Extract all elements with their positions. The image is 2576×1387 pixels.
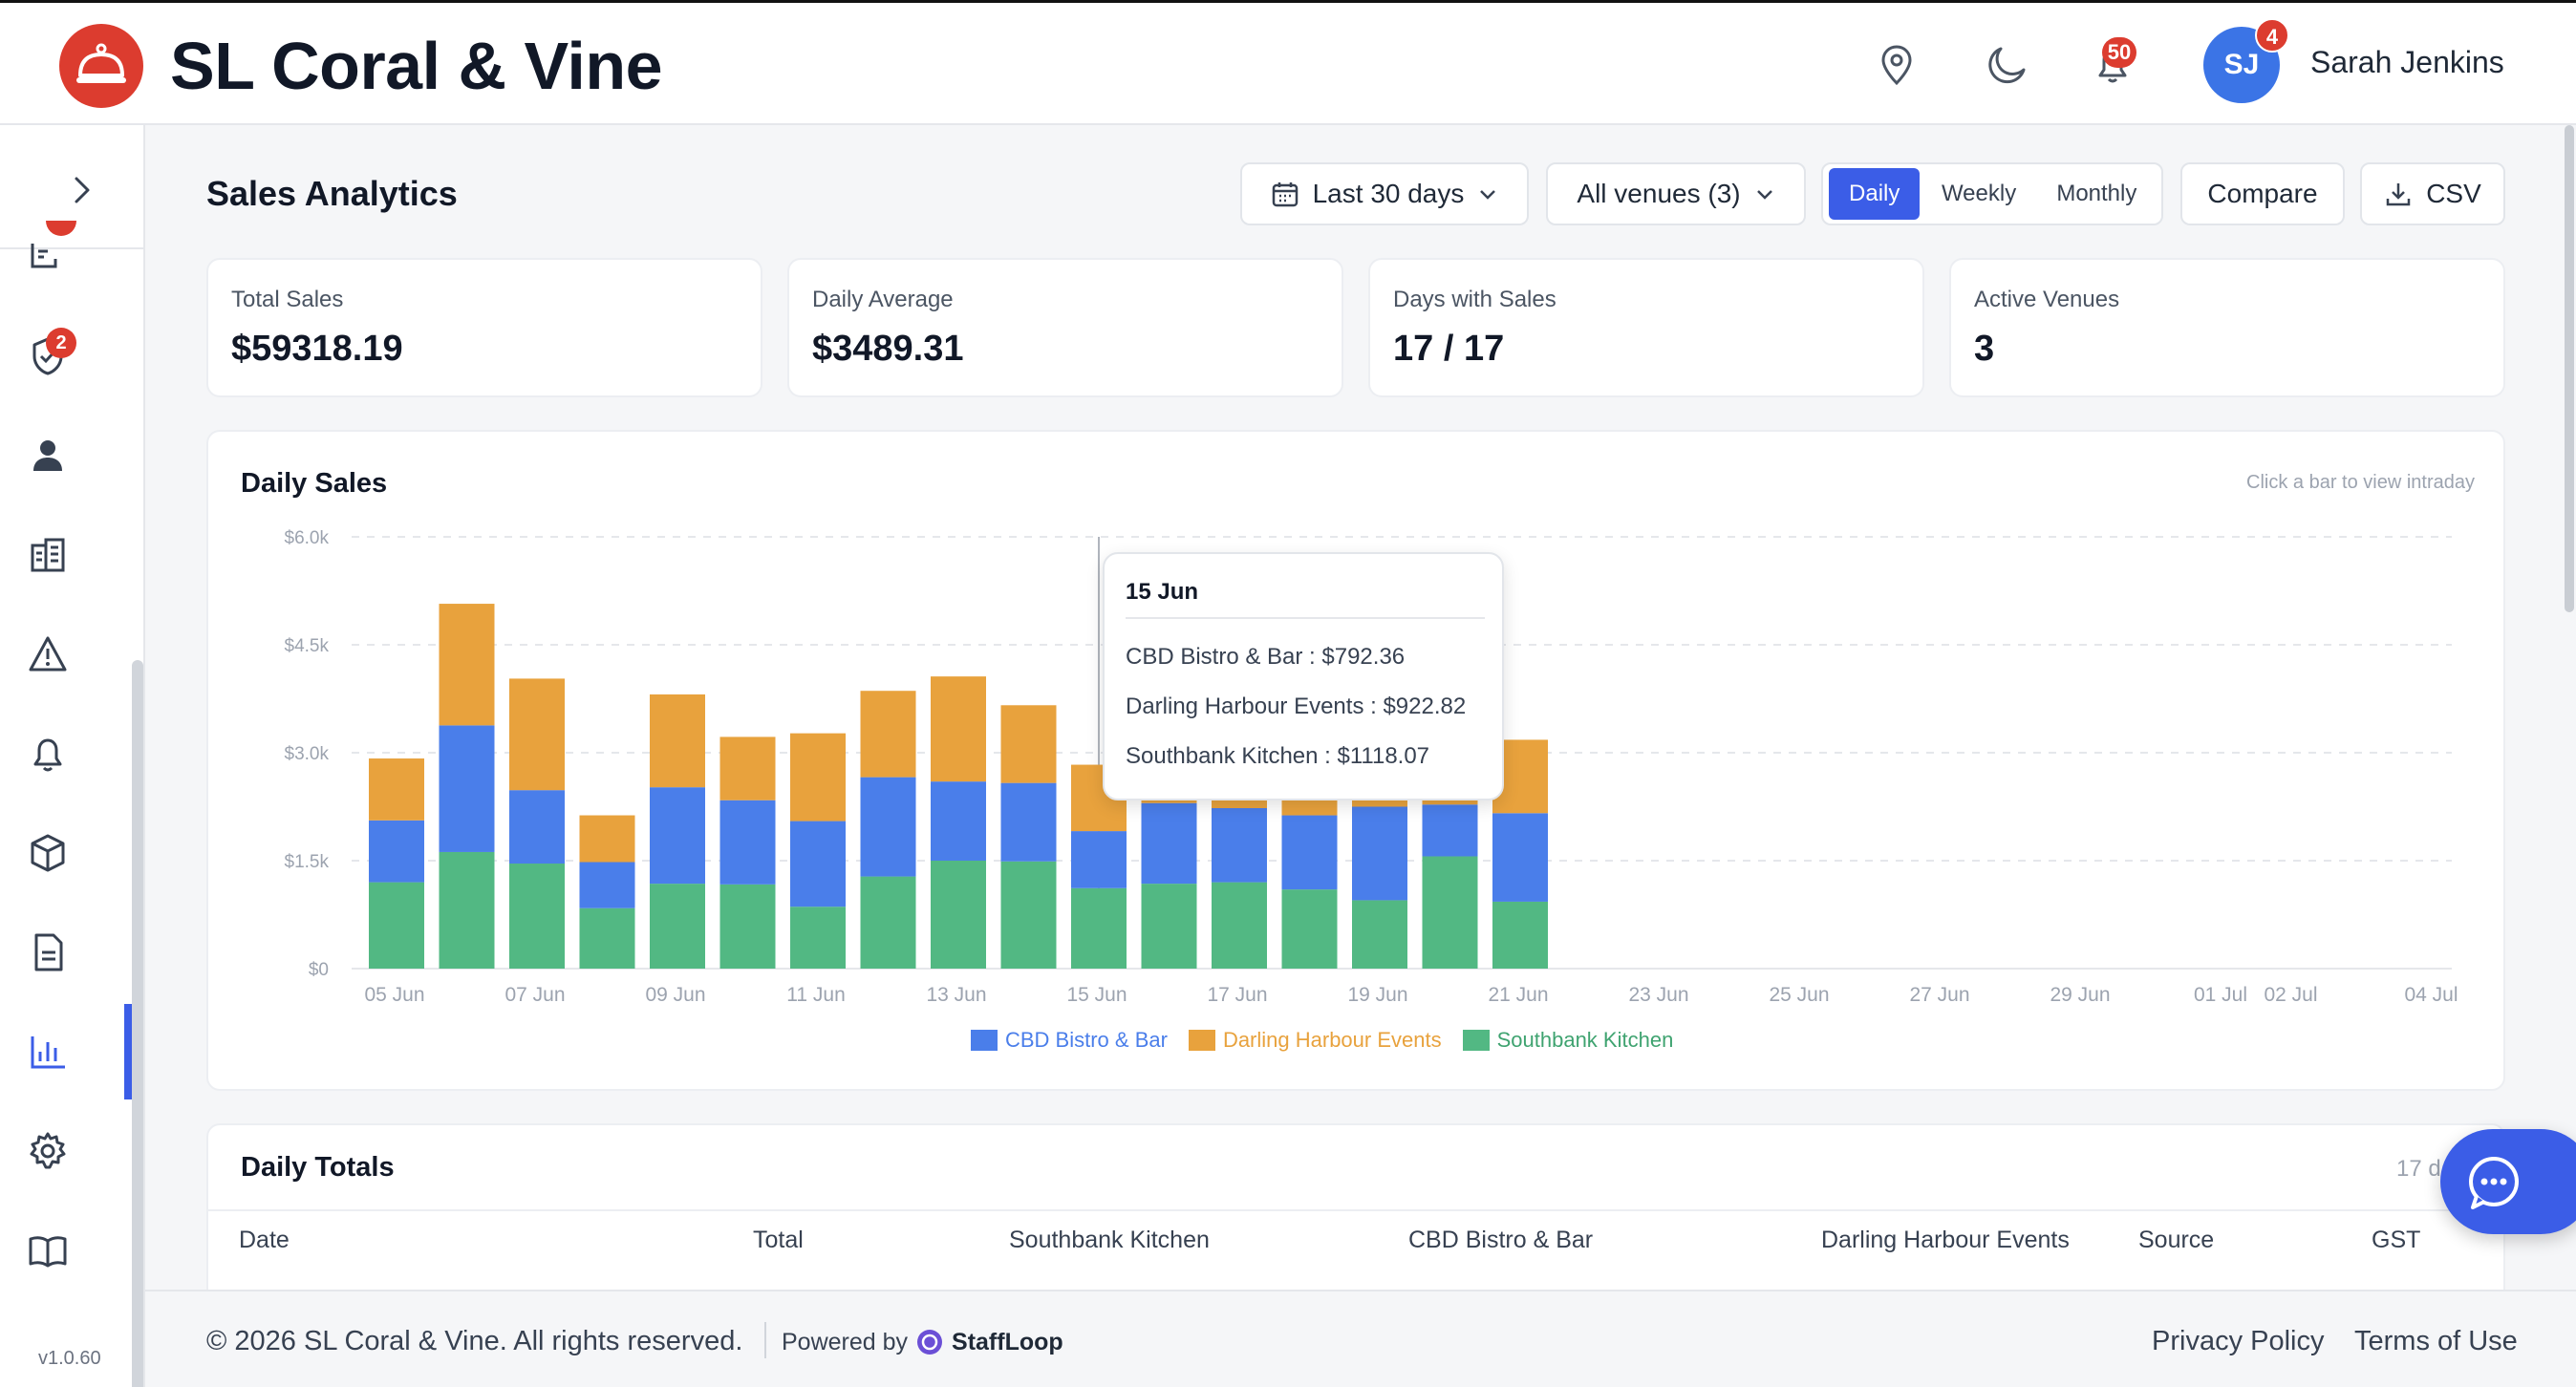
tooltip-title: 15 Jun [1126, 579, 1199, 605]
column-header-cbd[interactable]: CBD Bistro & Bar [1408, 1227, 1594, 1253]
privacy-policy-link[interactable]: Privacy Policy [2152, 1326, 2325, 1356]
bar-chart-icon[interactable] [25, 1029, 71, 1075]
powered-by-brand: StaffLoop [952, 1328, 1063, 1355]
stat-card-daily-average: Daily Average $3489.31 [787, 258, 1343, 397]
stat-value: 17 / 17 [1393, 329, 1505, 369]
legend-item[interactable]: CBD Bistro & Bar [971, 1028, 1168, 1053]
column-header-southbank[interactable]: Southbank Kitchen [1009, 1227, 1210, 1253]
powered-by[interactable]: Powered by StaffLoop [782, 1328, 1063, 1356]
terms-of-use-link[interactable]: Terms of Use [2354, 1326, 2518, 1356]
powered-by-label: Powered by [782, 1328, 909, 1355]
avatar-badge: 4 [2255, 18, 2289, 53]
sidebar-divider [0, 247, 143, 249]
stat-value: $59318.19 [231, 329, 403, 369]
tooltip-row: CBD Bistro & Bar : $792.36 [1126, 644, 1406, 670]
chart-tooltip: 15 Jun CBD Bistro & Bar : $792.36 Darlin… [1103, 552, 1504, 800]
stat-card-active-venues: Active Venues 3 [1949, 258, 2505, 397]
sidebar-scrollbar[interactable] [132, 660, 143, 1387]
chart-hint: Click a bar to view intraday [2246, 472, 2475, 493]
notification-count-badge: 50 [2102, 37, 2136, 68]
stat-label: Active Venues [1974, 287, 2120, 312]
compare-label: Compare [2207, 179, 2318, 208]
file-icon[interactable] [25, 929, 71, 975]
location-pin-icon[interactable] [1873, 41, 1921, 89]
warning-icon[interactable] [25, 631, 71, 677]
compare-button[interactable]: Compare [2180, 162, 2345, 225]
stat-value: $3489.31 [812, 329, 964, 369]
sidebar: 2 v1.0.60 [0, 125, 145, 1387]
page-scrollbar[interactable] [2565, 125, 2574, 612]
csv-export-button[interactable]: CSV [2360, 162, 2505, 225]
granularity-daily[interactable]: Daily [1829, 168, 1921, 220]
tooltip-row: Darling Harbour Events : $922.82 [1126, 694, 1467, 719]
app-version: v1.0.60 [38, 1348, 101, 1369]
package-icon[interactable] [25, 830, 71, 876]
chart-legend: CBD Bistro & Bar Darling Harbour Events … [971, 1028, 1673, 1053]
user-icon[interactable] [25, 433, 71, 479]
calendar-icon [1272, 182, 1298, 207]
legend-swatch [1188, 1030, 1215, 1051]
legend-swatch [971, 1030, 998, 1051]
brand-name: SL Coral & Vine [170, 29, 663, 103]
bell-icon[interactable] [25, 731, 71, 777]
chevron-right-icon[interactable] [63, 171, 101, 209]
user-name[interactable]: Sarah Jenkins [2310, 45, 2504, 79]
chevron-down-icon [1756, 190, 1772, 200]
app-header: SL Coral & Vine 50 SJ 4 Sarah Jenkins [0, 3, 2576, 125]
chevron-down-icon [1480, 190, 1496, 200]
stat-label: Daily Average [812, 287, 954, 312]
totals-title: Daily Totals [241, 1152, 395, 1183]
stat-card-total-sales: Total Sales $59318.19 [206, 258, 762, 397]
legend-item[interactable]: Southbank Kitchen [1462, 1028, 1674, 1053]
footer-copyright: © 2026 SL Coral & Vine. All rights reser… [206, 1326, 743, 1356]
legend-label: CBD Bistro & Bar [1005, 1028, 1168, 1052]
legend-item[interactable]: Darling Harbour Events [1188, 1028, 1442, 1053]
chat-bubble-icon [2469, 1157, 2519, 1209]
column-header-source[interactable]: Source [2138, 1227, 2215, 1253]
stat-label: Total Sales [231, 287, 344, 312]
tooltip-row: Southbank Kitchen : $1118.07 [1126, 743, 1430, 769]
venue-select[interactable]: All venues (3) [1546, 162, 1806, 225]
column-header-total[interactable]: Total [753, 1227, 804, 1253]
legend-label: Southbank Kitchen [1496, 1028, 1674, 1052]
legend-swatch [1462, 1030, 1490, 1051]
stat-label: Days with Sales [1393, 287, 1556, 312]
chat-button[interactable] [2440, 1129, 2576, 1234]
brand-logo[interactable] [59, 24, 143, 108]
footer-divider [764, 1322, 766, 1358]
page-title: Sales Analytics [206, 174, 458, 213]
sidebar-badge: 2 [46, 328, 76, 358]
book-icon[interactable] [25, 1227, 71, 1273]
granularity-monthly[interactable]: Monthly [2056, 181, 2137, 206]
csv-label: CSV [2426, 179, 2481, 208]
window-top-edge [0, 0, 2576, 3]
download-icon [2386, 183, 2411, 206]
gear-icon[interactable] [25, 1128, 71, 1174]
footer: © 2026 SL Coral & Vine. All rights reser… [145, 1290, 2576, 1387]
moon-icon[interactable] [1984, 41, 2031, 89]
cloche-icon [76, 43, 126, 83]
granularity-toggle: Daily Weekly Monthly [1821, 162, 2163, 225]
sidebar-badge [46, 221, 76, 236]
date-range-select[interactable]: Last 30 days [1240, 162, 1529, 225]
legend-label: Darling Harbour Events [1222, 1028, 1442, 1052]
stat-value: 3 [1974, 329, 1995, 369]
stat-card-days-with-sales: Days with Sales 17 / 17 [1368, 258, 1924, 397]
column-header-date[interactable]: Date [239, 1227, 290, 1253]
granularity-weekly[interactable]: Weekly [1941, 181, 2017, 206]
venue-select-label: All venues (3) [1577, 179, 1741, 208]
sidebar-active-indicator [124, 1004, 132, 1099]
column-header-darling[interactable]: Darling Harbour Events [1821, 1227, 2070, 1253]
staffloop-logo-icon [917, 1330, 943, 1355]
building-icon[interactable] [25, 532, 71, 578]
table-divider [208, 1209, 2503, 1211]
chart-title: Daily Sales [241, 468, 388, 499]
tooltip-divider [1126, 617, 1485, 619]
document-check-icon[interactable] [25, 230, 71, 276]
column-header-gst[interactable]: GST [2372, 1227, 2421, 1253]
date-range-label: Last 30 days [1312, 179, 1465, 208]
